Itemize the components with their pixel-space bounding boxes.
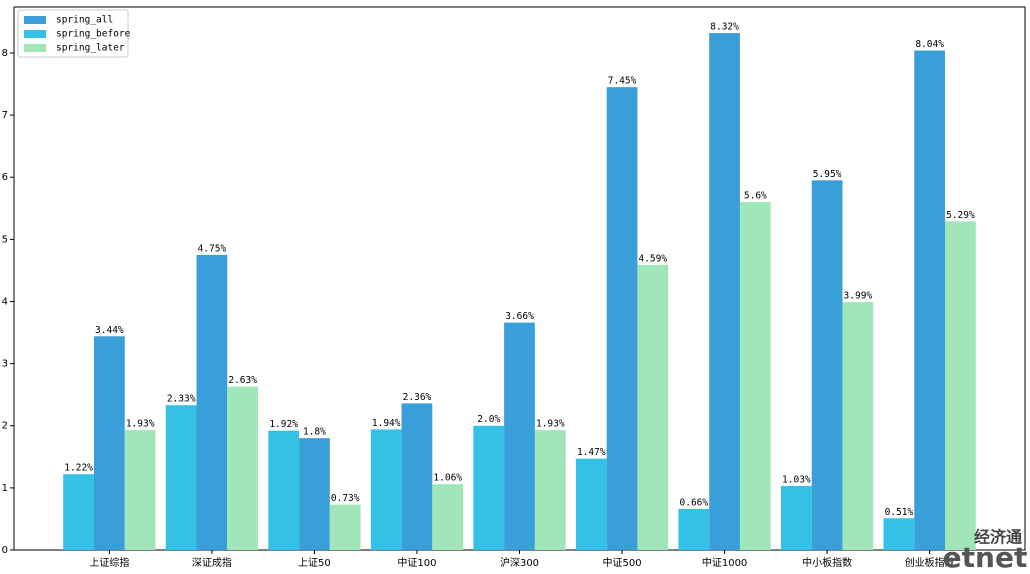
x-tick-label: 上证综指 bbox=[89, 556, 129, 569]
value-label: 2.33% bbox=[167, 394, 196, 405]
bar bbox=[914, 50, 946, 550]
bar bbox=[575, 458, 607, 550]
bar bbox=[93, 336, 125, 550]
y-tick-label: 3 bbox=[2, 359, 8, 370]
legend-swatch bbox=[24, 16, 46, 24]
value-label: 1.8% bbox=[303, 427, 326, 438]
bar bbox=[842, 302, 874, 550]
bar bbox=[329, 504, 361, 550]
bar bbox=[678, 508, 710, 550]
bar bbox=[196, 254, 228, 551]
bar bbox=[401, 403, 433, 550]
value-label: 7.45% bbox=[608, 76, 637, 87]
y-tick-label: 0 bbox=[2, 545, 8, 556]
bar bbox=[227, 386, 259, 550]
bar bbox=[473, 425, 505, 550]
legend-label: spring_all bbox=[56, 15, 113, 26]
legend-label: spring_later bbox=[56, 43, 125, 54]
watermark: etnet bbox=[943, 541, 1028, 574]
bar bbox=[606, 87, 638, 550]
value-label: 3.66% bbox=[505, 311, 534, 322]
y-tick-label: 5 bbox=[2, 234, 8, 245]
value-label: 8.32% bbox=[710, 22, 739, 33]
value-label: 5.95% bbox=[813, 169, 842, 180]
value-label: 5.6% bbox=[744, 191, 767, 202]
value-label: 1.47% bbox=[577, 447, 606, 458]
bar bbox=[534, 430, 566, 550]
value-label: 4.59% bbox=[638, 253, 667, 264]
value-label: 1.94% bbox=[372, 418, 401, 429]
value-label: 1.93% bbox=[536, 419, 565, 430]
value-label: 0.51% bbox=[885, 507, 914, 518]
value-label: 0.66% bbox=[680, 497, 709, 508]
legend-swatch bbox=[24, 44, 46, 52]
y-tick-label: 7 bbox=[2, 110, 8, 121]
value-label: 2.0% bbox=[477, 414, 500, 425]
x-tick-label: 中证100 bbox=[397, 556, 436, 569]
bar bbox=[299, 438, 330, 550]
bar bbox=[124, 430, 156, 550]
bar bbox=[268, 430, 300, 550]
value-label: 1.22% bbox=[64, 463, 93, 474]
x-tick-label: 中证1000 bbox=[702, 556, 747, 569]
value-label: 2.63% bbox=[228, 375, 257, 386]
x-tick-label: 中小板指数 bbox=[802, 556, 852, 569]
legend-label: spring_before bbox=[56, 29, 131, 40]
value-label: 1.03% bbox=[782, 475, 811, 486]
bar bbox=[432, 484, 464, 550]
y-tick-label: 1 bbox=[2, 483, 8, 494]
y-tick-label: 8 bbox=[2, 48, 8, 59]
bar bbox=[370, 429, 402, 550]
bar bbox=[637, 264, 669, 550]
y-tick-label: 6 bbox=[2, 172, 8, 183]
watermark: 经济通 bbox=[974, 528, 1022, 547]
bar bbox=[780, 486, 812, 550]
value-label: 3.44% bbox=[95, 325, 124, 336]
x-tick-label: 中证500 bbox=[602, 556, 641, 569]
bar bbox=[945, 221, 976, 550]
x-tick-label: 创业板指数 bbox=[905, 556, 955, 569]
legend-swatch bbox=[24, 30, 46, 38]
bar bbox=[739, 202, 771, 550]
value-label: 0.73% bbox=[331, 493, 360, 504]
x-tick-label: 上证50 bbox=[298, 557, 331, 569]
value-label: 4.75% bbox=[198, 243, 227, 254]
x-tick-label: 深证成指 bbox=[192, 556, 232, 569]
value-label: 1.06% bbox=[433, 473, 462, 484]
value-label: 3.99% bbox=[844, 291, 873, 302]
bar bbox=[709, 33, 740, 551]
bar bbox=[63, 474, 94, 550]
value-label: 1.92% bbox=[269, 419, 298, 430]
y-tick-label: 2 bbox=[2, 421, 8, 432]
value-label: 8.04% bbox=[915, 39, 944, 50]
x-tick-label: 沪深300 bbox=[500, 556, 539, 569]
y-tick-label: 4 bbox=[2, 296, 8, 307]
value-label: 1.93% bbox=[126, 419, 155, 430]
bar bbox=[883, 518, 915, 550]
bar bbox=[504, 322, 535, 550]
bar bbox=[811, 180, 843, 550]
value-label: 2.36% bbox=[403, 392, 432, 403]
value-label: 5.29% bbox=[946, 210, 975, 221]
bar bbox=[165, 405, 197, 550]
